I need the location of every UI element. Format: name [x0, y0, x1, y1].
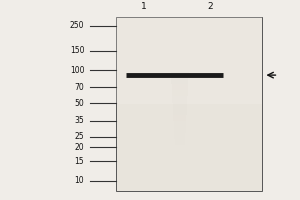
Bar	[171, 72, 189, 78]
Bar	[175, 133, 185, 139]
Text: 25: 25	[75, 132, 84, 141]
Bar	[172, 96, 188, 103]
Bar	[172, 90, 188, 96]
Text: 70: 70	[75, 83, 84, 92]
Text: 2: 2	[207, 2, 212, 11]
Bar	[173, 109, 187, 115]
Bar	[173, 103, 187, 109]
Bar	[174, 121, 186, 127]
Bar	[116, 17, 262, 191]
Bar	[116, 17, 262, 104]
Text: 50: 50	[75, 99, 84, 108]
Text: 15: 15	[75, 157, 84, 166]
Text: 250: 250	[70, 21, 84, 30]
Text: 1: 1	[141, 2, 147, 11]
Text: 100: 100	[70, 66, 84, 75]
Bar	[171, 78, 188, 84]
Text: 20: 20	[75, 143, 84, 152]
Bar	[173, 115, 186, 121]
Text: 35: 35	[75, 116, 84, 125]
Bar	[174, 127, 186, 133]
Text: 10: 10	[75, 176, 84, 185]
Text: 150: 150	[70, 46, 84, 55]
Bar	[175, 139, 185, 145]
Bar	[172, 84, 188, 90]
